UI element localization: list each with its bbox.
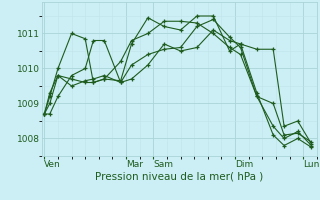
X-axis label: Pression niveau de la mer( hPa ): Pression niveau de la mer( hPa ) — [95, 172, 263, 182]
